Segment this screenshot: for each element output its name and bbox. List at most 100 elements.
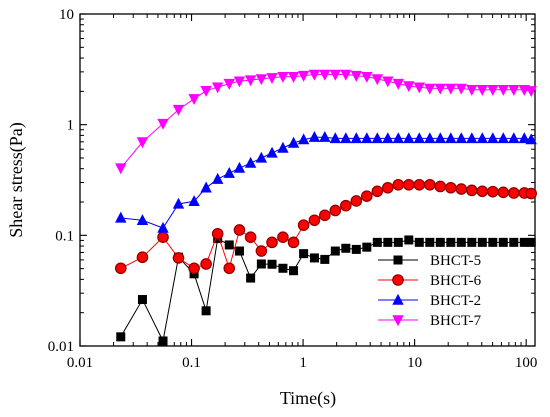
data-point	[223, 166, 235, 178]
data-point	[361, 72, 373, 83]
data-point	[172, 104, 185, 116]
data-point	[467, 237, 477, 247]
data-point	[519, 237, 529, 247]
data-point	[116, 332, 126, 342]
data-point	[487, 84, 499, 96]
x-tick-label: 10	[407, 355, 422, 371]
legend-label: BHCT-5	[430, 253, 481, 269]
data-point	[211, 82, 224, 94]
x-tick-label: 1	[299, 355, 307, 371]
data-point	[255, 245, 268, 257]
data-point	[525, 187, 537, 200]
y-axis-title: Shear stress(Pa)	[6, 122, 27, 237]
y-tick-label: 0.1	[55, 228, 74, 244]
data-point	[466, 132, 478, 144]
data-point	[525, 86, 537, 98]
data-point	[382, 181, 394, 194]
data-point	[277, 141, 289, 153]
data-point	[476, 185, 489, 198]
data-point	[444, 181, 457, 194]
data-point	[287, 136, 300, 148]
data-point	[487, 132, 499, 144]
data-point	[233, 161, 246, 173]
data-point	[299, 249, 309, 259]
data-point	[486, 185, 499, 198]
data-point	[287, 72, 300, 83]
y-tick-label: 1	[67, 118, 75, 134]
data-point	[383, 237, 393, 247]
data-point	[297, 70, 310, 82]
data-point	[509, 237, 519, 247]
data-point	[446, 237, 456, 247]
y-tick-label: 10	[59, 7, 74, 23]
data-point	[382, 132, 394, 144]
data-point	[525, 133, 537, 145]
data-point	[340, 199, 352, 212]
legend-entry: BHCT-6	[378, 273, 482, 289]
data-point	[200, 86, 212, 97]
legend-label: BHCT-7	[430, 313, 482, 329]
data-point	[330, 246, 340, 256]
data-point	[266, 73, 278, 85]
data-point	[158, 336, 168, 346]
data-point	[498, 237, 508, 247]
data-point	[434, 83, 447, 95]
data-point	[233, 224, 246, 236]
data-point	[497, 186, 510, 199]
data-point	[244, 156, 257, 168]
data-point	[223, 78, 235, 90]
data-point	[137, 295, 147, 305]
data-point	[350, 195, 363, 207]
data-point	[244, 231, 257, 243]
data-point	[200, 258, 212, 270]
data-point	[308, 214, 321, 227]
data-point	[200, 181, 212, 193]
data-point	[404, 235, 414, 245]
data-point	[392, 78, 405, 90]
legend: BHCT-5 BHCT-6 BHCT-2 BHCT-7	[378, 253, 482, 329]
data-point	[223, 262, 236, 275]
data-point	[297, 133, 310, 145]
data-point	[413, 132, 425, 144]
data-point	[403, 178, 415, 191]
legend-marker	[392, 315, 404, 327]
data-point	[361, 190, 373, 202]
data-point	[435, 237, 445, 247]
data-point	[233, 76, 246, 88]
data-point	[362, 242, 372, 252]
data-point	[329, 204, 342, 217]
data-point	[455, 132, 468, 144]
y-tick-label: 0.01	[48, 339, 74, 355]
legend-marker	[392, 274, 404, 286]
data-point	[320, 254, 330, 264]
data-point	[361, 132, 373, 144]
data-point	[445, 83, 457, 95]
data-point	[424, 83, 436, 95]
data-point	[234, 246, 244, 256]
data-point	[267, 259, 277, 269]
data-point	[508, 132, 520, 144]
legend-entry: BHCT-2	[378, 293, 481, 309]
x-tick-label: 0.01	[67, 355, 93, 371]
data-point	[246, 273, 256, 283]
data-point	[518, 132, 530, 144]
data-point	[136, 251, 149, 264]
data-point	[136, 214, 149, 225]
data-point	[341, 243, 351, 253]
data-point	[255, 74, 268, 86]
data-point	[340, 132, 352, 144]
data-point	[115, 211, 127, 223]
data-point	[371, 74, 384, 86]
data-point	[115, 163, 127, 175]
data-point	[434, 180, 447, 193]
data-point	[308, 69, 321, 81]
data-point	[424, 132, 436, 144]
data-point	[224, 240, 234, 250]
data-point	[351, 244, 361, 254]
data-point	[371, 132, 384, 144]
legend-marker	[392, 293, 404, 305]
data-point	[456, 237, 466, 247]
legend-label: BHCT-6	[430, 273, 482, 289]
x-axis-title: Time(s)	[280, 388, 336, 409]
